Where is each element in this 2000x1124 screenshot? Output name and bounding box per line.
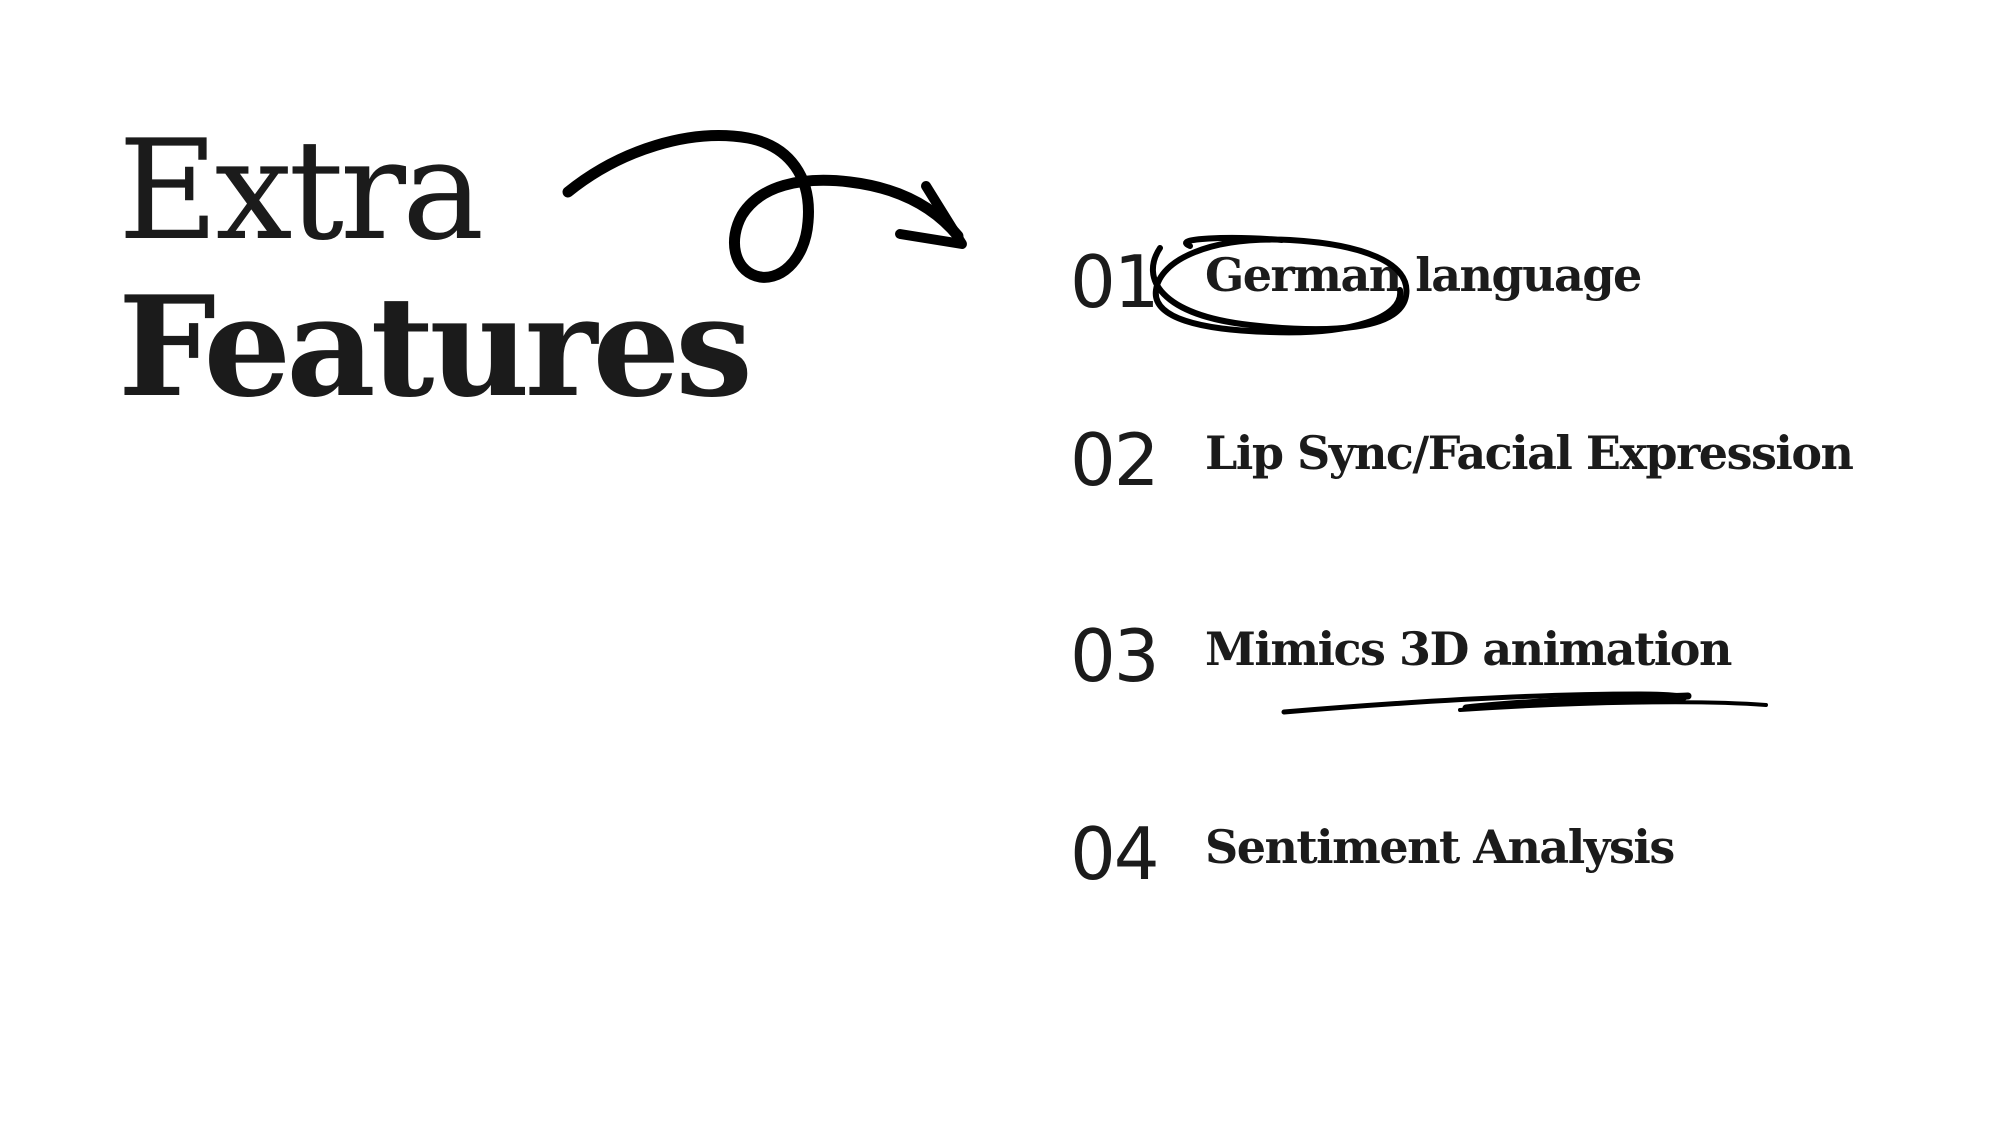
feature-number: 01 (1070, 240, 1160, 324)
feature-label: Lip Sync/Facial Expression (1205, 426, 1854, 480)
feature-item: 03 Mimics 3D animation (1070, 620, 1970, 700)
feature-label: German language (1205, 248, 1642, 302)
feature-label: Sentiment Analysis (1205, 820, 1675, 874)
feature-label: Mimics 3D animation (1205, 622, 1732, 676)
feature-number: 04 (1070, 812, 1160, 896)
feature-number: 03 (1070, 614, 1160, 698)
feature-number: 02 (1070, 418, 1160, 502)
feature-item: 02 Lip Sync/Facial Expression (1070, 424, 1970, 504)
title-line-extra: Extra (118, 110, 484, 271)
curly-arrow-icon (562, 130, 967, 283)
feature-item: 01 German language (1070, 246, 1970, 326)
feature-item: 04 Sentiment Analysis (1070, 818, 1970, 898)
title-line-features: Features (118, 265, 753, 428)
